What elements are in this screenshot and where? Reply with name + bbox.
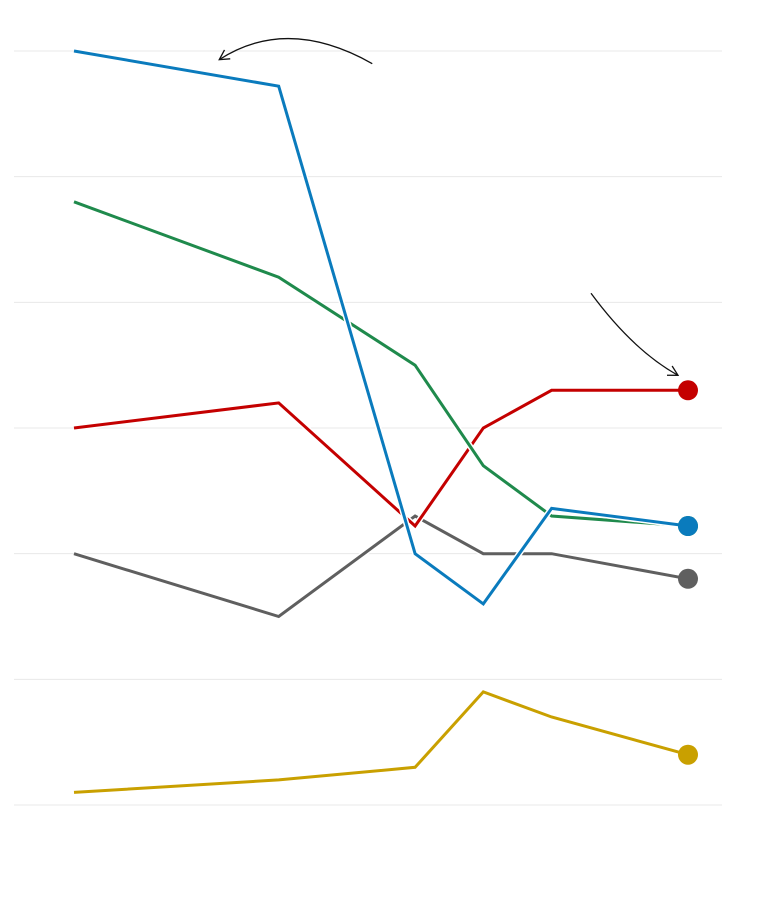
end-markers bbox=[678, 380, 698, 765]
grid-lines bbox=[14, 50, 722, 806]
series-line-blue bbox=[73, 49, 689, 607]
end-marker-gray bbox=[678, 568, 698, 589]
annotation-arrow-red bbox=[590, 292, 679, 376]
annotations bbox=[218, 37, 680, 376]
annotation-arrowhead-red bbox=[666, 365, 680, 376]
end-marker-blue bbox=[678, 516, 698, 537]
annotation-arrow-blue bbox=[218, 37, 373, 65]
series-line-gray bbox=[73, 514, 689, 619]
end-marker-yellow bbox=[678, 744, 698, 765]
annotation-arrowhead-blue bbox=[218, 49, 231, 61]
series-halo-gray bbox=[73, 512, 689, 620]
series-halo-green bbox=[72, 198, 689, 529]
series-halo-yellow bbox=[73, 688, 689, 796]
series-lines bbox=[72, 48, 689, 796]
series-halo-red bbox=[73, 387, 688, 531]
end-marker-red bbox=[678, 380, 698, 401]
series-line-green bbox=[73, 200, 689, 528]
series-line-yellow bbox=[73, 690, 689, 794]
series-line-red bbox=[73, 388, 688, 529]
